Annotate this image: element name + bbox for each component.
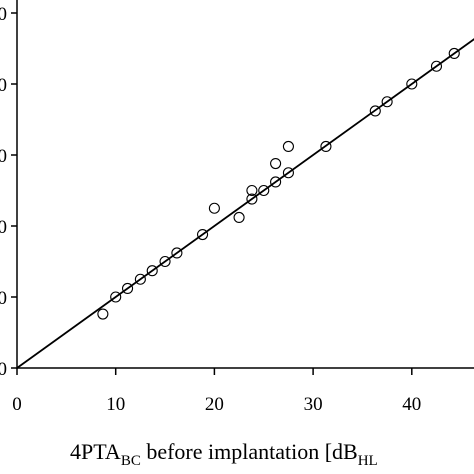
y-tick-label: 0 [0, 288, 7, 309]
data-point [171, 247, 183, 259]
data-point [208, 202, 220, 214]
data-point [406, 78, 418, 90]
y-tick-label: 0 [0, 75, 7, 96]
y-tick-label: 0 [0, 217, 7, 238]
data-point [270, 176, 282, 188]
x-label-prefix: 4PTA [70, 439, 121, 464]
x-label-sub2: HL [358, 453, 378, 469]
data-point [134, 273, 146, 285]
data-point [146, 265, 158, 277]
y-tick-label: 0 [0, 359, 7, 380]
data-point [282, 140, 294, 153]
data-point [430, 60, 443, 72]
data-point [381, 96, 393, 108]
x-tick-label: 20 [205, 394, 224, 415]
data-points [97, 47, 460, 320]
x-label-middle: before implantation [dB [141, 439, 358, 464]
y-tick-label: 0 [0, 4, 7, 25]
data-point [246, 193, 258, 205]
y-ticks: 0 0 0 0 0 0 [0, 4, 17, 380]
reference-line [16, 38, 474, 369]
data-point [246, 184, 258, 197]
x-ticks: 0 10 20 30 40 [12, 368, 421, 415]
data-point [258, 184, 270, 197]
x-tick-label: 0 [12, 394, 22, 415]
data-point [448, 47, 460, 60]
data-point [97, 308, 109, 320]
x-label-sub1: BC [121, 453, 141, 469]
data-point [320, 140, 332, 153]
x-tick-label: 10 [106, 394, 125, 415]
x-axis-label: 4PTABC before implantation [dBHL [70, 439, 378, 469]
x-tick-label: 40 [402, 394, 421, 415]
data-point [233, 211, 245, 224]
data-point [159, 255, 171, 268]
data-point [121, 282, 134, 295]
data-point [270, 157, 282, 170]
data-point [282, 167, 294, 179]
x-tick-label: 30 [304, 394, 323, 415]
data-point [197, 228, 209, 241]
data-point [369, 105, 381, 117]
data-point [110, 291, 122, 303]
y-tick-label: 0 [0, 146, 7, 167]
